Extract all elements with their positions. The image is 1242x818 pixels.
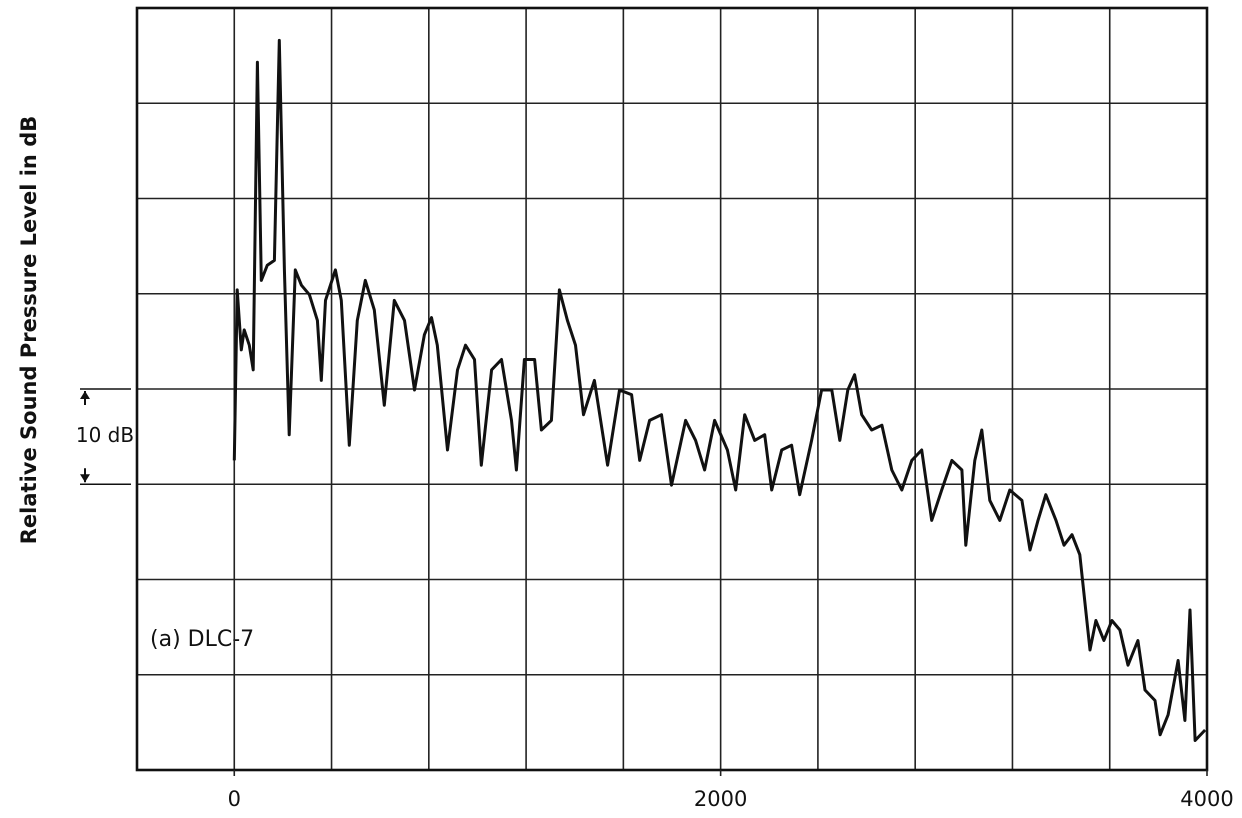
- y-axis-label: Relative Sound Pressure Level in dB: [17, 116, 41, 544]
- scale-bar-arrowhead: [80, 474, 90, 483]
- data-line: [232, 38, 1207, 742]
- plot-frame: [135, 6, 1209, 772]
- annotation: (a) DLC-7: [150, 627, 254, 652]
- x-tick-label: 0: [228, 787, 241, 811]
- scale-bar-label: 10 dB: [76, 423, 134, 447]
- x-tick-label: 2000: [694, 787, 747, 811]
- scale-bar-arrowhead: [80, 391, 90, 399]
- x-tick-label: 4000: [1180, 787, 1233, 811]
